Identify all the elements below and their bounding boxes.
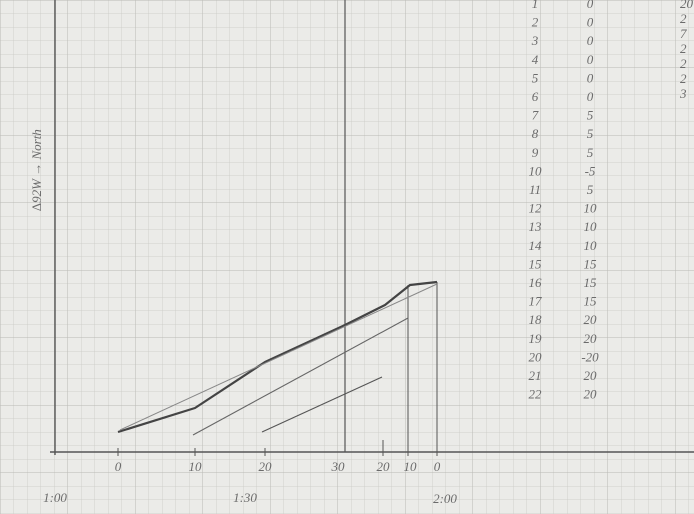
table-value: 0 [587,0,594,11]
axes [50,0,694,456]
side-value: 3 [679,86,687,101]
time-label: 1:30 [233,490,257,505]
table-index: 9 [532,145,539,160]
table-value: 20 [584,312,598,327]
table-index: 16 [529,275,543,290]
table-index: 18 [529,312,543,327]
table-index: 19 [529,331,543,346]
table-index: 10 [529,163,543,178]
table-index: 20 [529,349,543,364]
table-value: 15 [584,275,598,290]
table-index: 7 [532,108,539,123]
side-value: 7 [680,26,687,41]
side-value: 2 [680,41,687,56]
table-index: 11 [529,182,541,197]
table-index: 8 [532,126,539,141]
table-value: 5 [587,126,594,141]
table-index: 12 [529,201,543,216]
table-value: 0 [587,52,594,67]
time-labels: 1:00 1:30 2:00 [43,490,457,506]
table-index: 1 [532,0,539,11]
table-value: 5 [587,108,594,123]
table-value: 10 [584,238,598,253]
x-axis-label: 10 [404,459,418,474]
table-value: 0 [587,15,594,30]
table-index: 15 [529,256,543,271]
side-value: 2 [680,56,687,71]
x-axis-label: 20 [259,459,273,474]
table-value: 15 [584,294,598,309]
x-axis-label: 0 [434,459,441,474]
table-index: 22 [529,387,543,402]
side-value: 2 [680,11,687,26]
x-axis-label: 20 [377,459,391,474]
table-index: 2 [532,15,539,30]
x-axis-label: 0 [115,459,122,474]
table-value: 5 [587,145,594,160]
table-value: 20 [584,387,598,402]
table-index: 3 [531,33,539,48]
table-index: 14 [529,238,543,253]
table-value: 0 [587,70,594,85]
table-value: 10 [584,201,598,216]
table-index: 21 [529,368,542,383]
x-axis-label: 10 [189,459,203,474]
table-index: 6 [532,89,539,104]
side-value: 20 [680,0,694,11]
table-index: 4 [532,52,539,67]
x-axis-label: 30 [331,459,346,474]
table-index: 13 [529,219,543,234]
table-value: 15 [584,256,598,271]
table-value: 20 [584,331,598,346]
table-value: 20 [584,368,598,383]
time-label: 1:00 [43,490,67,505]
table-value: 10 [584,219,598,234]
table-value: -20 [581,349,599,364]
table-value: 5 [587,182,594,197]
table-value: 0 [587,89,594,104]
x-axis-labels: 0 10 20 30 20 10 0 [115,459,441,474]
time-label: 2:00 [433,491,457,506]
y-axis-label: ∆92W → North [29,129,44,211]
table-value: 0 [587,33,594,48]
sketch-lines [117,280,438,436]
side-value: 2 [680,71,687,86]
table-value: -5 [585,163,596,178]
table-index: 17 [529,294,543,309]
table-index: 5 [532,70,539,85]
